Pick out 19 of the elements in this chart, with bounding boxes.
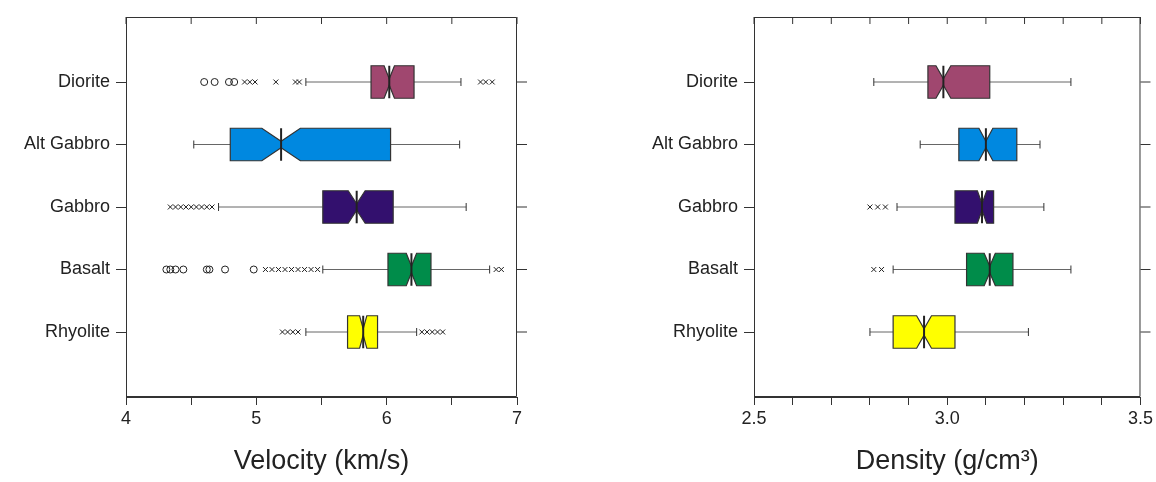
y-tick-label: Alt Gabbro xyxy=(651,133,738,154)
y-tick-label: Basalt xyxy=(59,258,110,279)
x-tick-label: 7 xyxy=(511,407,523,428)
y-tick-label: Diorite xyxy=(685,70,738,91)
x-tick-label: 2.5 xyxy=(741,407,767,428)
y-tick-label: Diorite xyxy=(57,70,110,91)
x-tick-label: 3.0 xyxy=(934,407,960,428)
y-tick-label: Basalt xyxy=(687,258,738,279)
x-tick-label: 6 xyxy=(381,407,392,428)
y-tick-label: Rhyolite xyxy=(672,320,738,341)
x-tick-label: 4 xyxy=(120,407,132,428)
y-tick-label: Alt Gabbro xyxy=(23,133,110,154)
x-axis-title: Velocity (km/s) xyxy=(233,445,410,476)
y-tick-label: Gabbro xyxy=(49,195,110,216)
x-tick-label: 3.5 xyxy=(1127,407,1153,428)
y-tick-label: Gabbro xyxy=(677,195,738,216)
x-axis-title: Density (g/cm³) xyxy=(855,445,1039,476)
y-tick-label: Rhyolite xyxy=(44,320,110,341)
x-tick-label: 5 xyxy=(251,407,262,428)
